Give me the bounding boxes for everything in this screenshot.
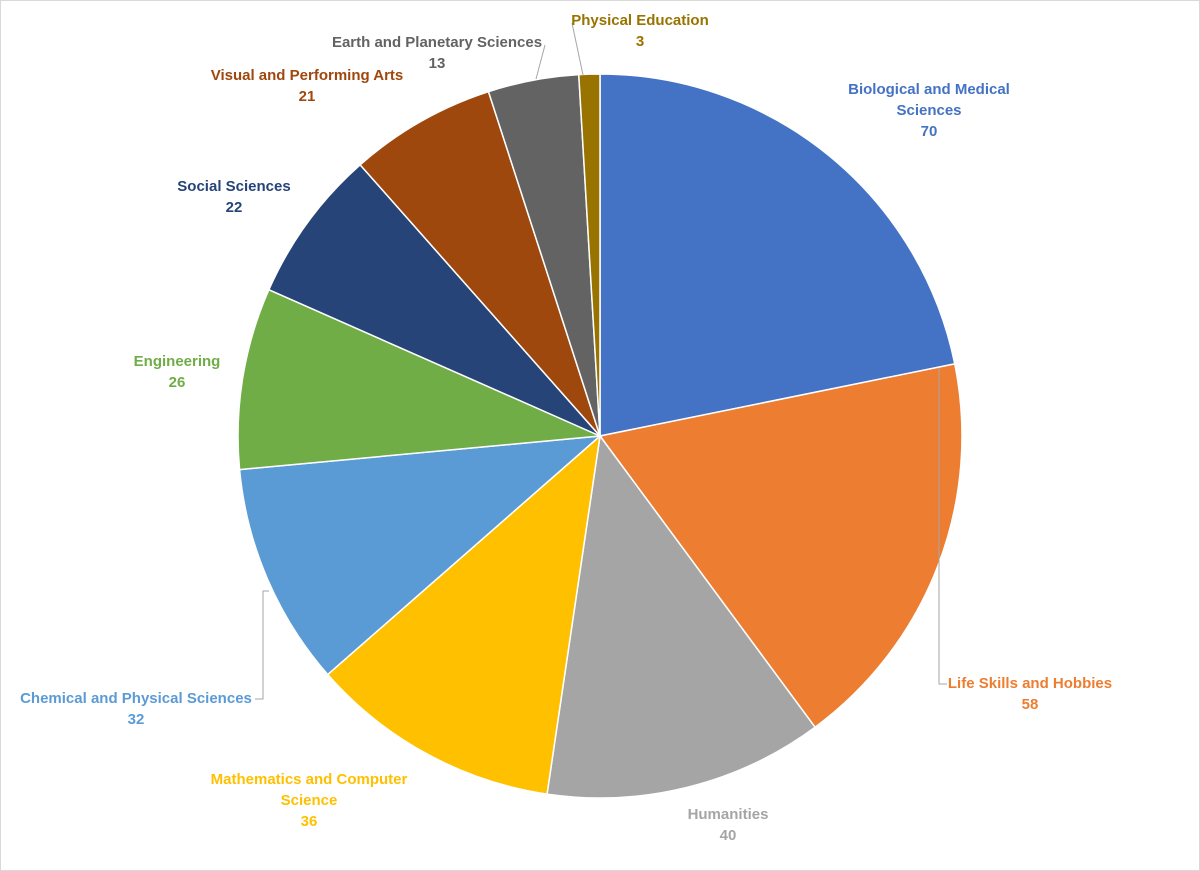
data-label-category: Earth and Planetary Sciences [332,34,542,51]
data-label-value: 36 [301,813,318,830]
data-label-category: Social Sciences [177,178,290,195]
data-label: Biological and Medical Sciences 70 [848,81,1010,140]
pie-slice-biological-and-medical-sciences [599,73,956,437]
pie-slice-physical-education [577,73,601,437]
data-label-value: 13 [429,55,446,72]
pie-slice-engineering [237,288,603,471]
data-label-category: Life Skills and Hobbies [948,675,1112,692]
data-label-value: 70 [921,123,938,140]
data-label-value: 58 [1022,696,1039,713]
data-label-value: 40 [720,827,737,844]
data-label-category: Humanities [688,806,769,823]
leader-line [255,590,269,700]
leader-line [938,368,947,685]
data-label-value: 3 [636,33,644,50]
pie-slice-visual-and-performing-arts [359,90,601,437]
data-label-category: Biological and Medical [848,81,1010,98]
data-label-category: Engineering [134,353,221,370]
pie-slice-social-sciences [267,163,601,437]
pie-slices [237,73,963,799]
data-label-category: Mathematics and Computer [211,771,408,788]
data-label-category: Science [281,792,338,809]
pie-slice-humanities [546,434,817,799]
data-label-value: 26 [169,374,186,391]
data-label-category: Physical Education [571,12,709,29]
leader-lines [255,22,947,700]
pie-slice-life-skills-and-hobbies [598,362,963,729]
data-labels: Biological and Medical Sciences 70 Life Ski… [20,12,1112,844]
data-label: Chemical and Physical Sciences 32 [20,690,252,728]
data-label: Physical Education 3 [571,12,709,50]
leader-line [535,44,546,80]
data-label-category: Chemical and Physical Sciences [20,690,252,707]
data-label: Earth and Planetary Sciences 13 [332,34,542,72]
data-label-value: 32 [128,711,145,728]
data-label-value: 21 [299,88,316,105]
pie-slice-mathematics-and-computer-science [326,434,602,795]
data-label: Engineering 26 [134,353,221,391]
data-label: Life Skills and Hobbies 58 [948,675,1112,713]
data-label-category: Sciences [896,102,961,119]
data-label: Visual and Performing Arts 21 [211,67,404,105]
data-label: Social Sciences 22 [177,178,290,216]
data-label-category: Visual and Performing Arts [211,67,404,84]
data-label: Mathematics and Computer Science 36 [211,771,408,830]
data-label-value: 22 [226,199,243,216]
pie-slice-chemical-and-physical-sciences [238,435,603,676]
data-label: Humanities 40 [688,806,769,844]
leader-line [571,22,584,76]
